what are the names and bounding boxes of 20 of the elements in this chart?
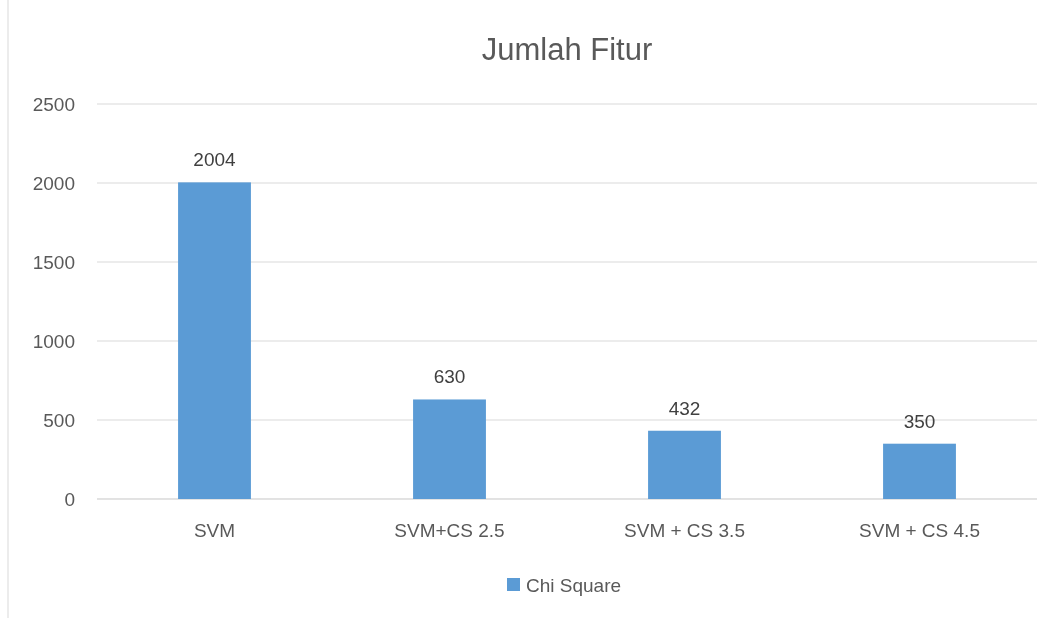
y-tick-label: 2000	[32, 172, 75, 194]
x-tick-label: SVM+CS 2.5	[394, 520, 505, 541]
legend-label: Chi Square	[526, 574, 622, 596]
x-tick-label: SVM	[193, 520, 236, 541]
y-tick-label: 1000	[32, 330, 75, 352]
x-tick-label: SVM + CS 3.5	[624, 520, 745, 541]
y-tick-label: 0	[64, 488, 75, 510]
data-label: 2004	[193, 149, 237, 171]
bar	[413, 399, 486, 499]
chart-title: Jumlah Fitur	[481, 32, 653, 67]
bar	[648, 430, 721, 499]
x-tick-label: SVM + CS 4.5	[859, 520, 980, 541]
y-tick-label: 2500	[32, 93, 75, 115]
bar	[178, 182, 251, 499]
y-tick-label: 500	[43, 409, 75, 431]
y-tick-label: 1500	[32, 251, 75, 273]
bar	[883, 443, 956, 499]
data-label: 350	[903, 410, 936, 432]
data-label: 432	[668, 397, 701, 419]
data-label: 630	[433, 366, 466, 388]
